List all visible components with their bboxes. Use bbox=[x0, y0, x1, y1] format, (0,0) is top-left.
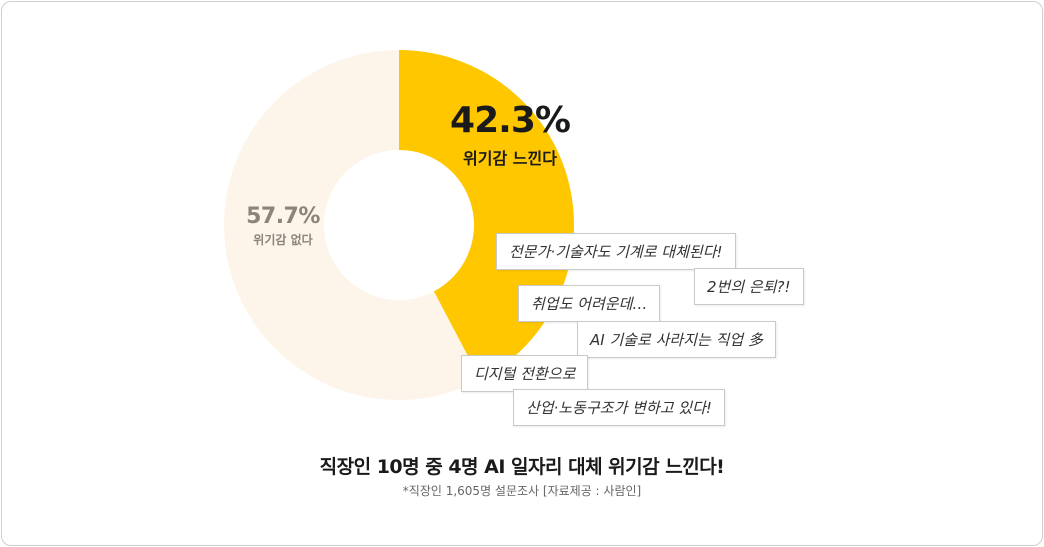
slice-caption-no: 위기감 없다 bbox=[253, 233, 313, 247]
slice-label-no: 57.7% 위기감 없다 bbox=[223, 204, 343, 248]
comment-card-4: AI 기술로 사라지는 직업 多 bbox=[577, 321, 776, 358]
slice-label-yes: 42.3% 위기감 느낀다 bbox=[430, 100, 590, 169]
comment-card-1: 전문가·기술자도 기계로 대체된다! bbox=[496, 233, 736, 270]
comment-card-3: 취업도 어려운데… bbox=[518, 285, 661, 322]
comment-card-6: 산업·노동구조가 변하고 있다! bbox=[513, 389, 725, 426]
slice-value-no: 57.7% bbox=[246, 204, 320, 229]
chart-title: 직장인 10명 중 4명 AI 일자리 대체 위기감 느낀다! bbox=[319, 456, 725, 478]
donut-slice-no bbox=[223, 50, 481, 400]
source-note: *직장인 1,605명 설문조사 [자료제공 : 사람인] bbox=[402, 484, 642, 498]
slice-value-yes: 42.3% bbox=[450, 100, 571, 141]
comment-card-2: 2번의 은퇴?! bbox=[694, 268, 804, 305]
slice-caption-yes: 위기감 느낀다 bbox=[463, 149, 557, 168]
comment-card-5: 디지털 전환으로 bbox=[461, 355, 589, 392]
